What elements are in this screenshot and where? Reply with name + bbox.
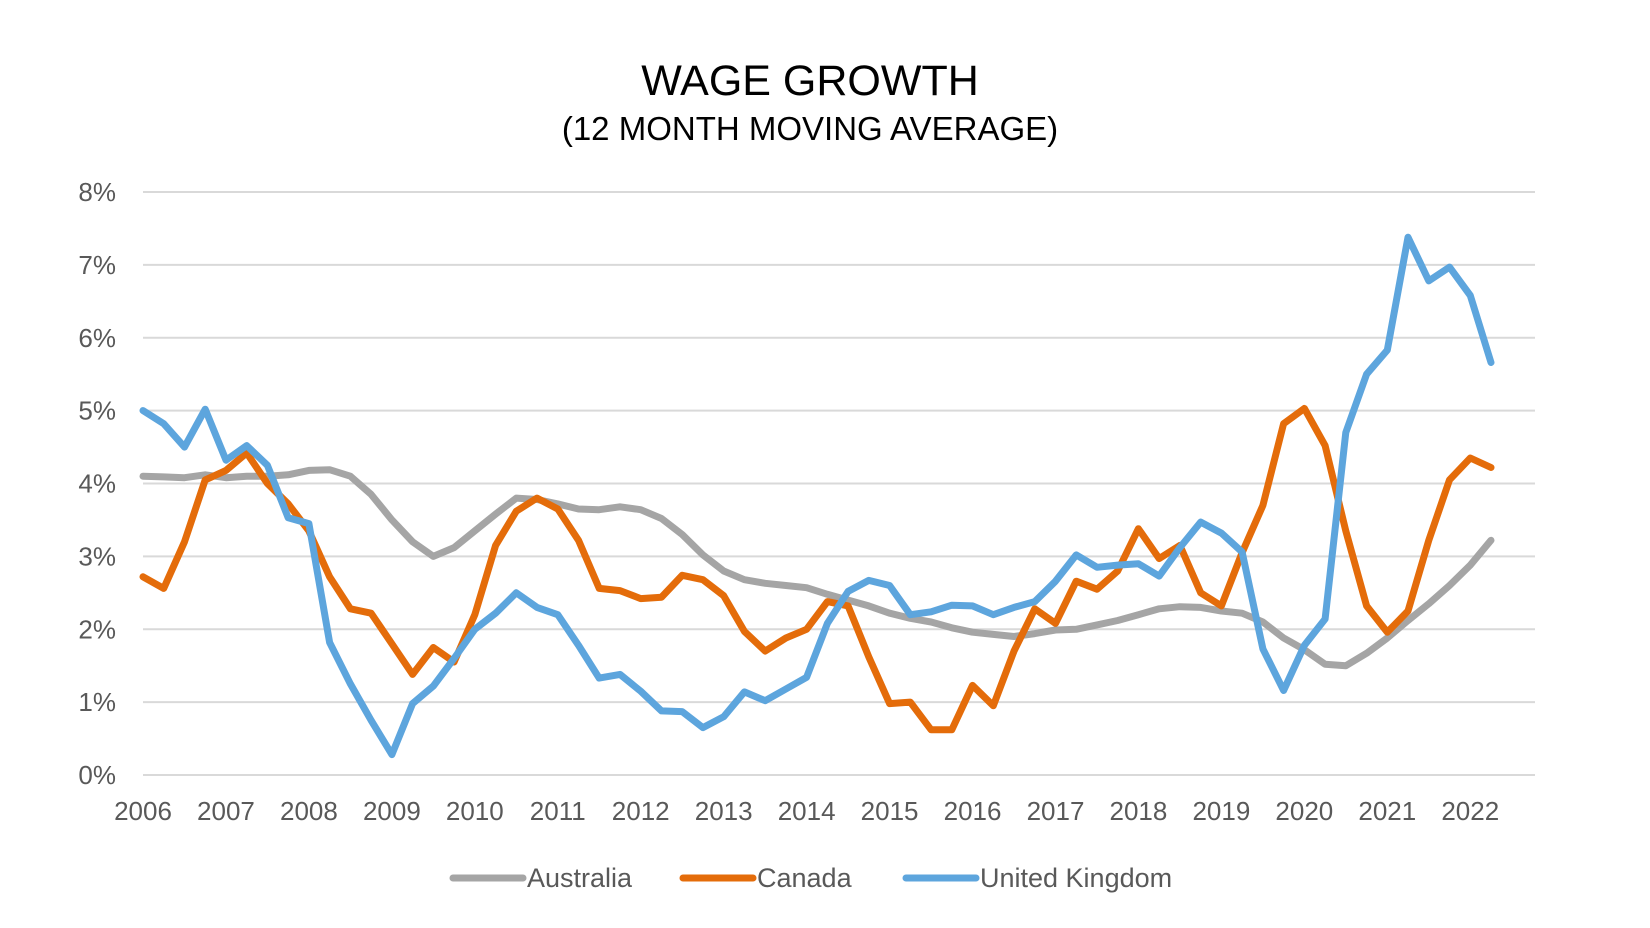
legend: Australia Canada United Kingdom — [449, 863, 1172, 893]
x-tick-label: 2014 — [778, 796, 836, 826]
x-tick-label: 2020 — [1275, 796, 1333, 826]
x-tick-label: 2011 — [530, 796, 586, 826]
x-tick-label: 2016 — [944, 796, 1002, 826]
gridlines — [143, 191, 1535, 776]
x-tick-label: 2015 — [861, 796, 919, 826]
x-tick-label: 2013 — [695, 796, 753, 826]
x-tick-label: 2022 — [1441, 796, 1499, 826]
chart-subtitle: (12 MONTH MOVING AVERAGE) — [562, 110, 1058, 147]
legend-item-australia: Australia — [449, 863, 633, 893]
x-tick-label: 2018 — [1110, 796, 1168, 826]
y-tick-label: 7% — [78, 250, 116, 280]
series-line-australia — [139, 466, 1495, 670]
series-lines — [139, 233, 1495, 759]
legend-item-canada: Canada — [679, 863, 853, 893]
y-tick-label: 8% — [78, 177, 116, 207]
x-tick-label: 2008 — [280, 796, 338, 826]
series-line-canada — [139, 404, 1495, 734]
y-tick-label: 4% — [78, 469, 116, 499]
y-tick-label: 0% — [78, 760, 116, 790]
legend-label-australia: Australia — [527, 863, 633, 893]
series-line-united-kingdom — [139, 233, 1495, 759]
y-tick-label: 1% — [78, 687, 116, 717]
x-tick-label: 2021 — [1358, 796, 1416, 826]
y-tick-label: 2% — [78, 614, 116, 644]
y-tick-label: 6% — [78, 323, 116, 353]
chart-title: WAGE GROWTH — [641, 57, 979, 105]
x-tick-label: 2019 — [1192, 796, 1250, 826]
legend-item-united-kingdom: United Kingdom — [902, 863, 1172, 893]
x-axis-ticks: 2006 2007 2008 2009 2010 2011 2012 2013 2014 2015… — [114, 796, 1499, 826]
x-tick-label: 2012 — [612, 796, 670, 826]
x-tick-label: 2017 — [1027, 796, 1085, 826]
y-tick-label: 3% — [78, 541, 116, 571]
x-tick-label: 2010 — [446, 796, 504, 826]
legend-label-united-kingdom: United Kingdom — [980, 863, 1172, 893]
legend-label-canada: Canada — [757, 863, 853, 893]
y-axis-ticks: 0% 1% 2% 3% 4% 5% 6% 7% 8% — [78, 177, 116, 790]
x-tick-label: 2007 — [197, 796, 255, 826]
y-tick-label: 5% — [78, 396, 116, 426]
x-tick-label: 2009 — [363, 796, 421, 826]
x-tick-label: 2006 — [114, 796, 172, 826]
